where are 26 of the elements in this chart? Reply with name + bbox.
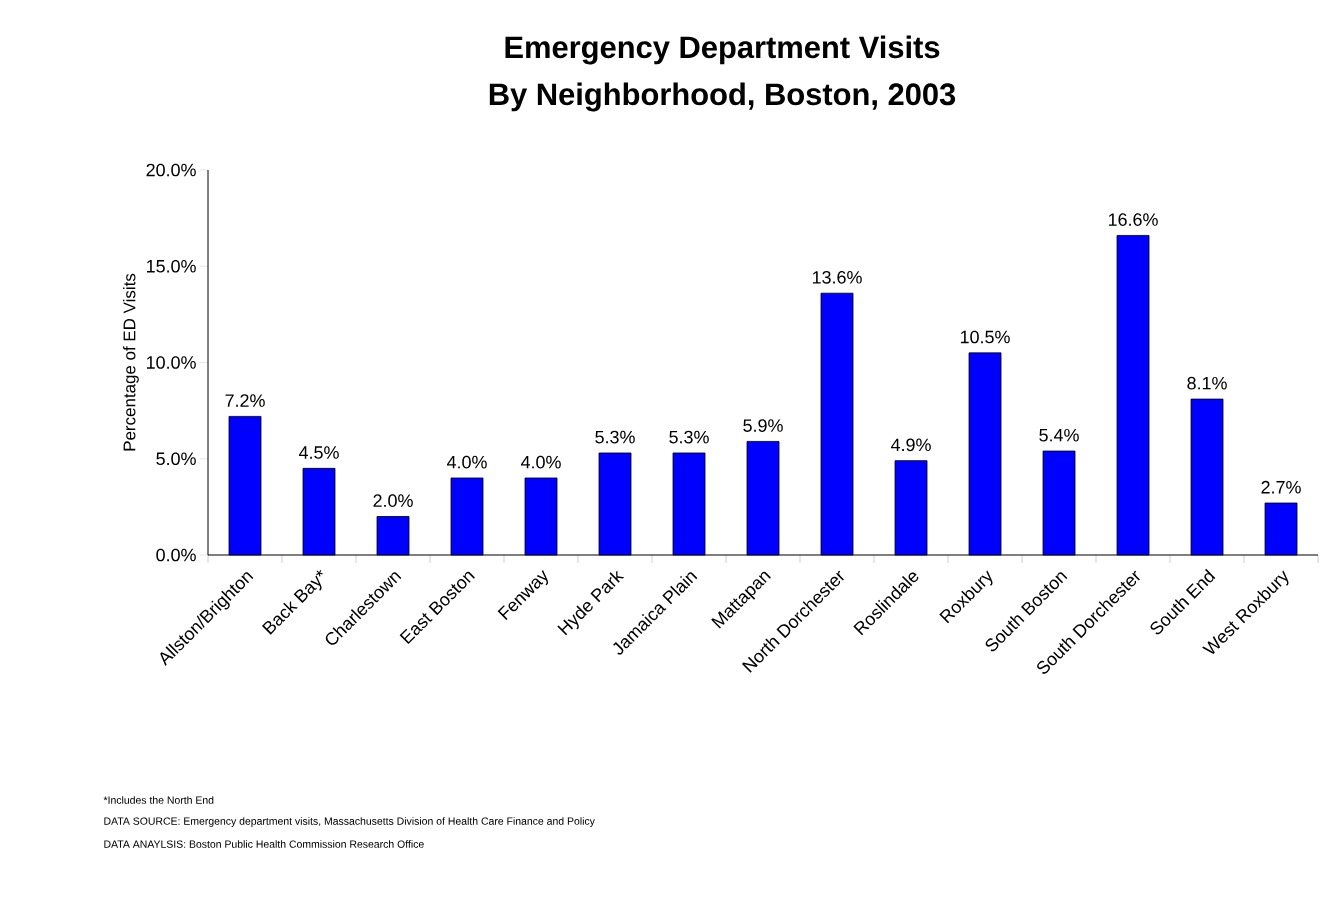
text: DATA ANAYLSIS: Boston Public Health Commission Research Office [104,840,424,848]
data-label: 8.1% [1187,376,1227,390]
data-label: 5.3% [595,430,635,444]
data-label: 10.5% [960,330,1010,344]
source-note: DATA SOURCE: Emergency department visits, Massachusetts Division of Health Care Finance and Policy [104,817,595,827]
data-label: 2.7% [1261,480,1301,494]
y-tick-label: 15.0% [147,259,196,273]
data-label: 16.6% [1108,213,1158,226]
text: *Includes the North End [103,796,214,804]
data-label: 5.3% [669,430,709,444]
data-label: 5.9% [743,419,783,432]
chart-title: Emergency Department Visits [505,35,940,65]
data-label: 5.4% [1039,428,1079,442]
y-tick-label: 5.0% [156,452,196,466]
chart-subtitle: By Neighborhood, Boston, 2003 [489,82,956,112]
data-label: 4.0% [520,455,561,469]
data-label: 4.9% [890,438,931,452]
y-tick-label: 0.0% [156,548,196,562]
y-tick-label: 10.0% [147,356,196,369]
data-label: 4.0% [446,455,487,469]
data-label: 13.6% [812,270,862,284]
data-label: 2.0% [373,494,413,507]
y-axis-title: Percentage of ED Visits [123,273,139,451]
data-label: 4.5% [298,446,339,459]
y-tick-label: 20.0% [146,163,196,177]
data-label: 7.2% [225,394,265,407]
